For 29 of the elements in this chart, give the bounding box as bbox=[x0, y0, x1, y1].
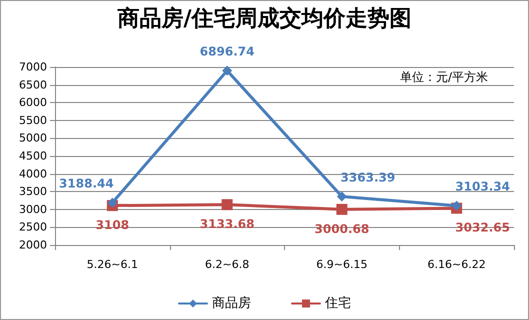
point bbox=[222, 199, 233, 210]
legend-label: 住宅 bbox=[324, 295, 351, 311]
x-tick-label: 6.9~6.15 bbox=[316, 258, 368, 271]
y-tick-label: 4500 bbox=[19, 150, 47, 162]
y-tick-label: 5500 bbox=[19, 114, 47, 127]
x-tick-label: 6.16~6.22 bbox=[428, 258, 486, 271]
chart-title: 商品房/住宅周成交均价走势图 bbox=[116, 6, 412, 32]
data-label: 3188.44 bbox=[59, 176, 114, 191]
y-tick-label: 6500 bbox=[19, 78, 47, 92]
point bbox=[222, 66, 232, 76]
y-tick-label: 3500 bbox=[19, 185, 47, 198]
point bbox=[336, 191, 347, 202]
legend-label: 商品房 bbox=[212, 295, 251, 311]
y-tick-label: 4000 bbox=[19, 167, 47, 180]
y-tick-label: 3000 bbox=[19, 202, 47, 216]
point bbox=[336, 204, 348, 215]
data-label: 3103.34 bbox=[455, 180, 510, 194]
x-tick-label: 5.26~6.1 bbox=[86, 258, 138, 271]
y-tick-label: 6000 bbox=[19, 96, 47, 110]
data-label: 6896.74 bbox=[200, 44, 254, 59]
point bbox=[107, 198, 118, 208]
data-label: 3363.39 bbox=[340, 170, 396, 184]
annotation: 单位：元/平方米 bbox=[400, 70, 488, 84]
x-tick-label: 6.2~6.8 bbox=[205, 258, 250, 271]
y-tick-label: 7000 bbox=[19, 60, 47, 74]
y-tick-label: 2500 bbox=[19, 220, 47, 234]
y-tick-label: 2000 bbox=[19, 238, 47, 252]
y-tick-label: 5000 bbox=[19, 132, 47, 145]
point bbox=[452, 200, 462, 211]
